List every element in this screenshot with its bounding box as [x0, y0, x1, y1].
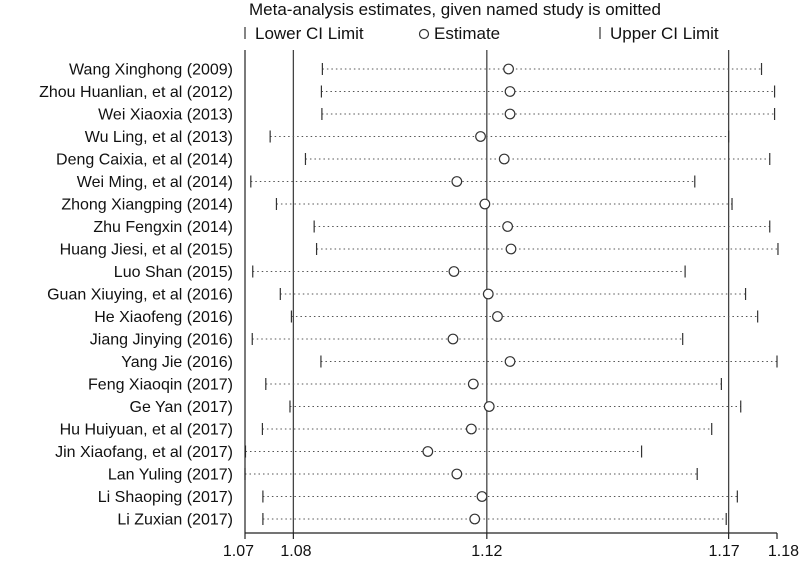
- study-row: Zhu Fengxin (2014): [93, 219, 771, 236]
- study-row: Feng Xiaoqin (2017): [88, 377, 722, 394]
- estimate-marker: [451, 468, 463, 480]
- legend: Lower CI Limit Estimate Upper CI Limit: [244, 24, 719, 43]
- study-label: Li Zuxian (2017): [117, 512, 233, 529]
- estimate-marker: [482, 288, 494, 300]
- study-label: He Xiaofeng (2016): [94, 309, 233, 326]
- study-label: Feng Xiaoqin (2017): [88, 377, 233, 394]
- estimate-marker: [492, 311, 503, 322]
- study-label: Luo Shan (2015): [114, 264, 233, 281]
- study-label: Wei Xiaoxia (2013): [98, 107, 233, 124]
- estimate-marker: [504, 356, 516, 367]
- study-label: Wu Ling, et al (2013): [85, 129, 233, 146]
- study-label: Wang Xinghong (2009): [69, 62, 233, 79]
- x-tick-label: 1.08: [280, 543, 311, 560]
- legend-label: Estimate: [434, 24, 500, 43]
- study-label: Lan Yuling (2017): [108, 467, 233, 484]
- study-row: Guan Xiuying, et al (2016): [47, 287, 747, 304]
- study-row: Wei Xiaoxia (2013): [98, 107, 776, 124]
- reference-lines: [292, 50, 730, 533]
- study-row: Yang Jie (2016): [121, 354, 778, 371]
- estimate-marker: [502, 221, 514, 232]
- x-tick-label: 1.17: [708, 543, 739, 560]
- study-label: Hu Huiyuan, et al (2017): [60, 422, 233, 439]
- study-label: Wei Ming, et al (2014): [77, 174, 233, 191]
- estimate-marker: [451, 176, 463, 187]
- study-label: Guan Xiuying, et al (2016): [47, 287, 233, 304]
- estimate-marker: [422, 446, 434, 457]
- estimate-marker: [476, 491, 488, 502]
- study-row: Li Zuxian (2017): [117, 512, 727, 529]
- study-label: Li Shaoping (2017): [98, 489, 233, 506]
- study-label: Jin Xiaofang, et al (2017): [55, 444, 233, 461]
- study-label: Jiang Jinying (2016): [90, 332, 233, 349]
- x-axis: 1.07 1.08 1.12 1.17 1.18: [223, 50, 799, 560]
- study-row: Ge Yan (2017): [130, 399, 742, 416]
- study-row: Hu Huiyuan, et al (2017): [60, 422, 713, 439]
- study-row: Wei Ming, et al (2014): [77, 174, 696, 191]
- estimate-marker: [483, 401, 495, 412]
- x-tick-label: 1.07: [223, 543, 254, 560]
- study-label: Zhu Fengxin (2014): [93, 219, 233, 236]
- estimate-marker: [475, 131, 486, 142]
- estimate-marker: [504, 108, 516, 120]
- study-label: Zhou Huanlian, et al (2012): [39, 84, 233, 101]
- study-label: Huang Jiesi, et al (2015): [60, 242, 233, 259]
- study-row: Wang Xinghong (2009): [69, 62, 763, 79]
- study-row: Zhou Huanlian, et al (2012): [39, 84, 776, 101]
- legend-label: Lower CI Limit: [255, 24, 364, 43]
- study-label: Deng Caixia, et al (2014): [56, 152, 233, 169]
- x-tick-label: 1.12: [471, 543, 502, 560]
- estimate-marker: [503, 63, 514, 75]
- study-label: Ge Yan (2017): [130, 399, 233, 416]
- x-tick-label: 1.18: [768, 543, 799, 560]
- study-row: Deng Caixia, et al (2014): [56, 152, 771, 169]
- legend-label: Upper CI Limit: [610, 24, 719, 43]
- estimate-marker: [448, 266, 460, 277]
- legend-circle-icon: [418, 28, 430, 40]
- study-row: Zhong Xiangping (2014): [61, 197, 733, 214]
- study-row: Huang Jiesi, et al (2015): [60, 242, 779, 259]
- estimate-marker: [469, 513, 481, 525]
- estimate-marker: [498, 153, 510, 165]
- study-row: Jiang Jinying (2016): [90, 332, 684, 349]
- estimate-marker: [467, 378, 479, 390]
- study-row: Li Shaoping (2017): [98, 489, 738, 506]
- estimate-marker: [479, 198, 491, 210]
- study-row: He Xiaofeng (2016): [94, 309, 759, 326]
- study-row: Wu Ling, et al (2013): [85, 129, 730, 146]
- estimate-marker: [504, 86, 516, 97]
- study-rows: Wang Xinghong (2009) Zhou Huanlian, et al…: [39, 62, 779, 529]
- estimate-marker: [505, 243, 517, 255]
- study-label: Zhong Xiangping (2014): [61, 197, 233, 214]
- study-label: Yang Jie (2016): [121, 354, 233, 371]
- study-row: Luo Shan (2015): [114, 264, 686, 281]
- study-row: Jin Xiaofang, et al (2017): [55, 444, 643, 461]
- estimate-marker: [447, 333, 459, 345]
- chart-title: Meta-analysis estimates, given named stu…: [249, 0, 661, 19]
- estimate-marker: [465, 423, 477, 435]
- study-row: Lan Yuling (2017): [108, 467, 698, 484]
